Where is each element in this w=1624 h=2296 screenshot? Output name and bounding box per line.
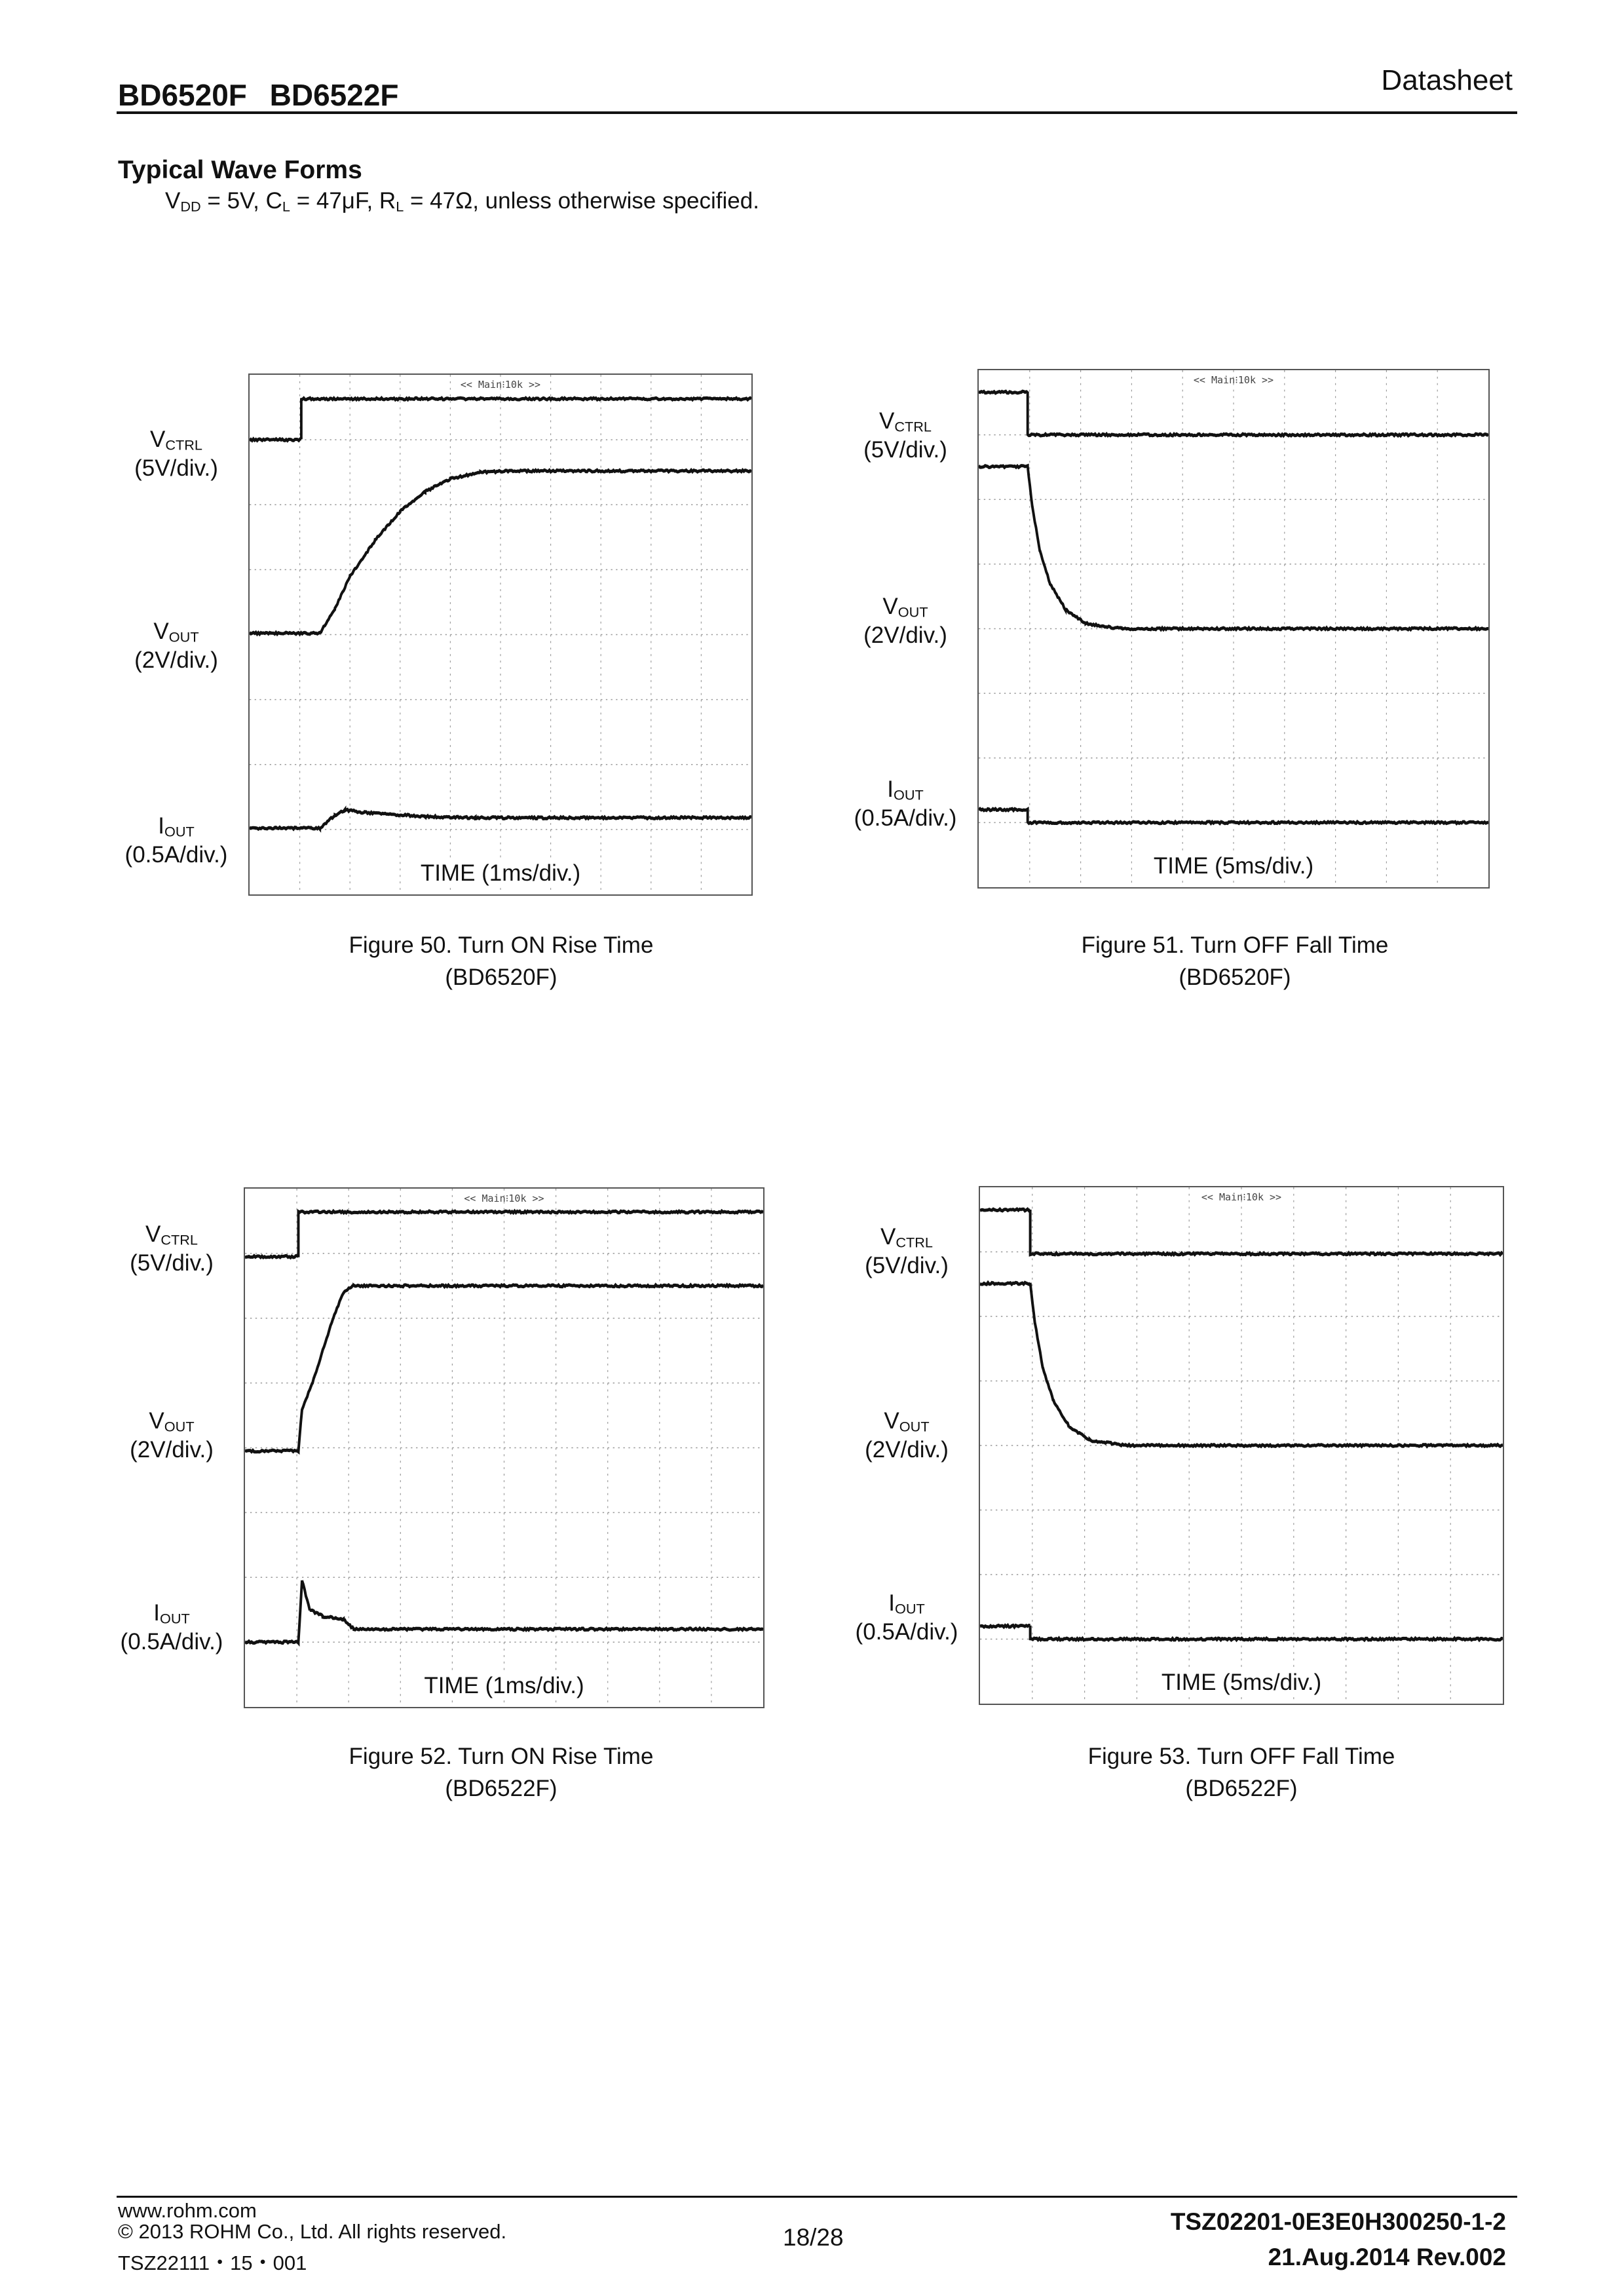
trace-vout [245, 1285, 763, 1452]
channel-name: OUT [169, 628, 199, 645]
oscilloscope-plot: << Main⁝10k >> TIME (5ms/div.) [977, 369, 1490, 889]
footer-form-code: TSZ22111・15・001 [118, 2246, 307, 2276]
channel-name: OUT [895, 1600, 925, 1617]
channel-label-vctrl: VCTRL (5V/div.) [841, 1225, 972, 1278]
time-axis-label: TIME (5ms/div.) [980, 1670, 1503, 1696]
channel-name: CTRL [896, 1234, 933, 1250]
scope-zoom-label: << Main⁝10k >> [979, 374, 1488, 386]
figure-caption: Figure 52. Turn ON Rise Time (BD6522F) [206, 1740, 796, 1805]
channel-label-vout: VOUT (2V/div.) [111, 620, 242, 672]
section-conditions: VDD = 5V, CL = 47μF, RL = 47Ω, unless ot… [165, 188, 759, 215]
channel-name: OUT [160, 1610, 190, 1626]
scope-zoom-label: << Main⁝10k >> [245, 1193, 763, 1204]
channel-name: OUT [894, 786, 924, 803]
channel-label-vctrl: VCTRL (5V/div.) [106, 1223, 237, 1275]
page-number: 18/28 [783, 2224, 844, 2251]
channel-name: CTRL [894, 418, 932, 434]
header-divider [117, 111, 1517, 114]
channel-label-vout: VOUT (2V/div.) [841, 1409, 972, 1462]
oscilloscope-plot: << Main⁝10k >> TIME (1ms/div.) [244, 1187, 765, 1708]
footer-website[interactable]: www.rohm.com [118, 2199, 257, 2223]
trace-iout [250, 809, 751, 829]
channel-label-iout: IOUT (0.5A/div.) [840, 778, 971, 830]
channel-name: CTRL [165, 436, 202, 453]
channel-label-vout: VOUT (2V/div.) [106, 1409, 237, 1462]
scope-zoom-label: << Main⁝10k >> [980, 1191, 1503, 1203]
trace-vctrl [980, 1209, 1503, 1255]
time-axis-label: TIME (1ms/div.) [245, 1673, 763, 1699]
footer-copyright: © 2013 ROHM Co., Ltd. All rights reserve… [118, 2220, 506, 2244]
trace-iout [245, 1580, 763, 1643]
datasheet-page: BD6520F BD6522F Datasheet Typical Wave F… [0, 0, 1624, 2296]
header-doc-type: Datasheet [1381, 64, 1513, 97]
oscilloscope-plot: << Main⁝10k >> TIME (5ms/div.) [979, 1186, 1504, 1705]
figure-caption: Figure 53. Turn OFF Fall Time (BD6522F) [947, 1740, 1536, 1805]
trace-vout [979, 466, 1488, 630]
channel-name: OUT [898, 603, 928, 620]
channel-label-iout: IOUT (0.5A/div.) [111, 814, 242, 867]
channel-name: OUT [164, 1418, 195, 1434]
header-title: BD6520F BD6522F [118, 77, 399, 113]
channel-name: OUT [164, 823, 195, 839]
oscilloscope-plot: << Main⁝10k >> TIME (1ms/div.) [248, 373, 753, 896]
footer-divider [117, 2196, 1517, 2198]
footer-doc-number: TSZ02201-0E3E0H300250-1-2 [1171, 2208, 1506, 2236]
footer-date-rev: 21.Aug.2014 Rev.002 [1268, 2244, 1506, 2271]
channel-label-vout: VOUT (2V/div.) [840, 595, 971, 647]
time-axis-label: TIME (5ms/div.) [979, 853, 1488, 879]
figure-caption: Figure 50. Turn ON Rise Time (BD6520F) [206, 929, 796, 993]
channel-name: CTRL [161, 1231, 198, 1248]
channel-label-vctrl: VCTRL (5V/div.) [111, 428, 242, 480]
figure-caption: Figure 51. Turn OFF Fall Time (BD6520F) [940, 929, 1530, 993]
channel-name: OUT [899, 1418, 930, 1434]
section-title: Typical Wave Forms [118, 156, 362, 185]
channel-label-vctrl: VCTRL (5V/div.) [840, 410, 971, 462]
scope-zoom-label: << Main⁝10k >> [250, 379, 751, 391]
channel-label-iout: IOUT (0.5A/div.) [841, 1592, 972, 1644]
trace-vout [980, 1282, 1503, 1446]
channel-label-iout: IOUT (0.5A/div.) [106, 1601, 237, 1654]
time-axis-label: TIME (1ms/div.) [250, 860, 751, 887]
